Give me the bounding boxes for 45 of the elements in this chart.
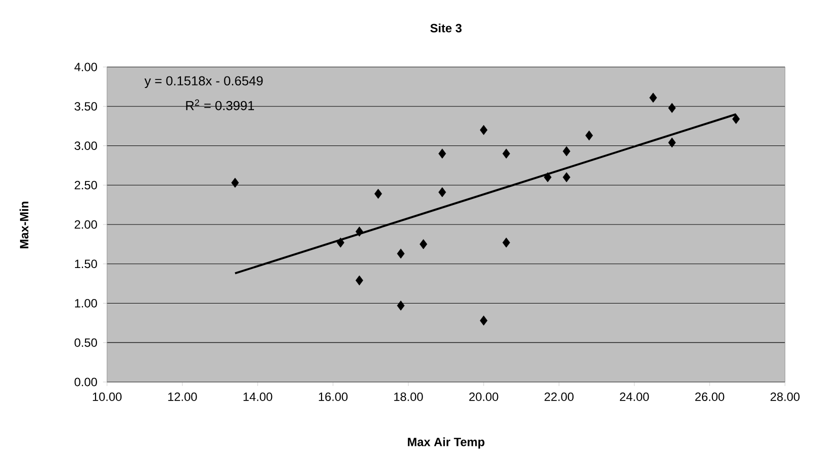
x-tick-label: 10.00 — [92, 392, 122, 402]
point — [438, 148, 446, 159]
x-tick-label: 28.00 — [770, 392, 800, 402]
point — [668, 138, 676, 148]
point — [562, 172, 570, 182]
x-tick-label: 24.00 — [620, 392, 649, 402]
x-tick-label: 26.00 — [695, 392, 724, 402]
x-tick-label: 16.00 — [318, 392, 348, 402]
point — [356, 275, 364, 286]
point — [397, 300, 405, 311]
y-tick-label: 3.00 — [74, 142, 98, 150]
point — [649, 92, 657, 103]
y-tick-label: 2.00 — [74, 220, 98, 229]
point — [420, 239, 428, 250]
y-axis-title: Max-Min — [20, 202, 28, 248]
point — [480, 124, 488, 135]
y-tick-label: 0.00 — [74, 378, 98, 386]
point — [336, 238, 344, 248]
y-tick-label: 4.00 — [74, 62, 98, 72]
point — [356, 226, 364, 237]
point — [544, 172, 552, 182]
point — [585, 130, 593, 141]
y-tick-label: 1.00 — [75, 298, 98, 308]
chart-title: Site 3 — [430, 24, 462, 32]
y-tick-label: 3.50 — [74, 102, 98, 111]
x-tick-label: 12.00 — [168, 392, 197, 402]
x-axis-title: Max Air Temp — [408, 437, 484, 449]
y-tick-label: 0.50 — [74, 338, 98, 347]
x-tick-label: 14.00 — [244, 392, 272, 402]
y-tick-label: 1.50 — [75, 260, 98, 268]
point — [480, 316, 488, 326]
point — [502, 148, 510, 159]
point — [438, 187, 446, 198]
point — [562, 146, 570, 156]
point — [732, 114, 740, 124]
x-tick-label: 18.00 — [394, 392, 423, 402]
point — [668, 102, 676, 113]
point — [502, 238, 510, 248]
point — [397, 248, 405, 259]
point — [231, 178, 239, 188]
y-tick-label: 2.50 — [74, 180, 98, 190]
x-tick-label: 22.00 — [544, 392, 574, 402]
point — [374, 188, 382, 199]
annotation: y = 0.1518x - 0.6549 — [144, 76, 263, 88]
x-tick-label: 20.00 — [469, 392, 498, 402]
